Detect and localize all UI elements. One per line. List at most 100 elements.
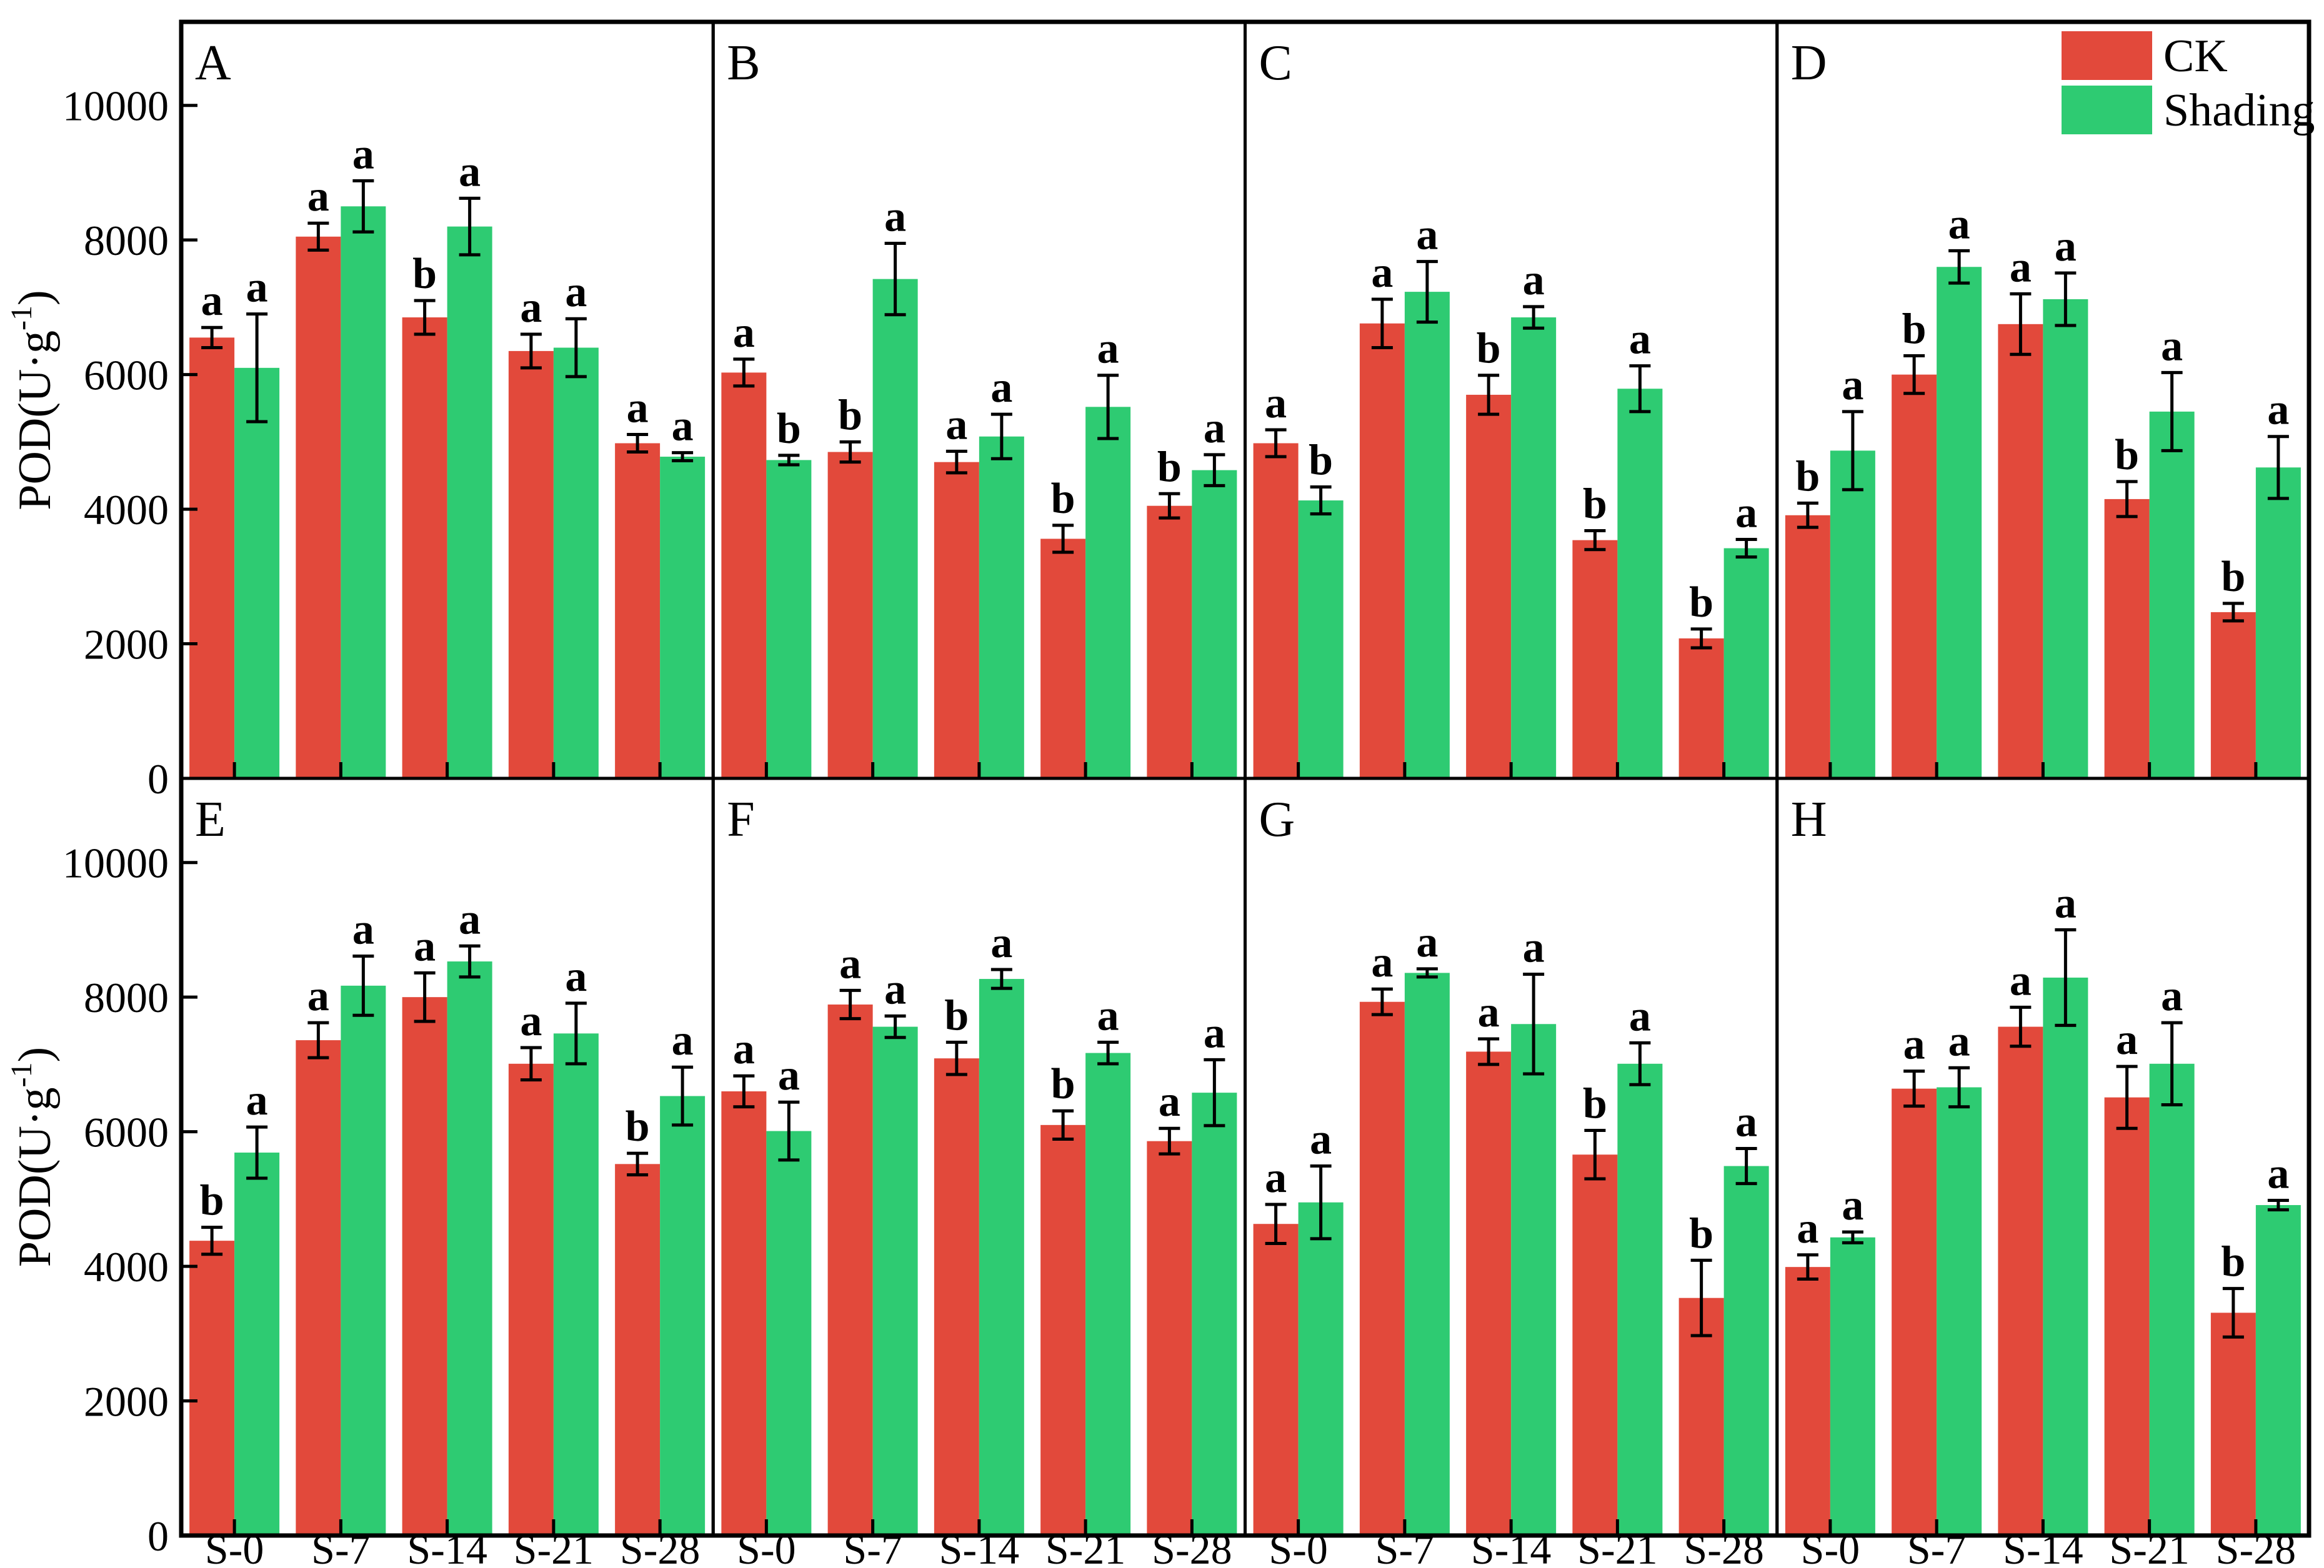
- bar-Shading-S-7: [341, 206, 386, 778]
- sig-letter-CK-S-7: a: [307, 172, 329, 221]
- sig-letter-CK-S-7: b: [1902, 305, 1927, 353]
- bar-Shading-S-14: [1511, 317, 1557, 778]
- x-tick-label-S-7: S-7: [1375, 1526, 1434, 1568]
- bar-CK-S-14: [1998, 1026, 2043, 1536]
- bar-Shading-S-7: [1404, 973, 1450, 1536]
- error-bar-Shading-S-0: [1842, 410, 1863, 492]
- sig-letter-Shading-S-28: a: [672, 1016, 694, 1064]
- sig-letter-CK-S-21: b: [1583, 1079, 1607, 1128]
- sig-letter-CK-S-28: b: [1689, 1209, 1713, 1258]
- sig-letter-Shading-S-21: a: [1097, 991, 1119, 1040]
- bar-CK-S-21: [1040, 1124, 1086, 1536]
- sig-letter-Shading-S-21: a: [2161, 972, 2183, 1020]
- error-bar-CK-S-7: [1371, 297, 1393, 350]
- y-tick-label-0-row1: 0: [147, 755, 169, 803]
- sig-letter-CK-S-14: a: [2010, 243, 2032, 291]
- sig-letter-Shading-S-7: a: [1416, 211, 1438, 259]
- y-tick-label-4000-row1: 4000: [84, 486, 169, 533]
- error-bar-Shading-S-21: [1097, 1040, 1119, 1066]
- sig-letter-Shading-S-14: a: [2055, 222, 2077, 270]
- sig-letter-CK-S-28: a: [1159, 1078, 1180, 1126]
- error-bar-CK-S-21: [1584, 529, 1606, 552]
- sig-letter-CK-S-14: a: [945, 400, 967, 449]
- bar-Shading-S-14: [979, 979, 1024, 1536]
- sig-letter-CK-S-14: a: [1478, 988, 1500, 1036]
- panel-letter-D: D: [1791, 36, 1827, 91]
- sig-letter-CK-S-28: b: [2221, 1238, 2245, 1286]
- error-bar-CK-S-0: [733, 1074, 755, 1109]
- error-bar-Shading-S-21: [565, 1001, 587, 1066]
- error-bar-Shading-S-0: [1310, 1164, 1332, 1241]
- error-bar-CK-S-28: [1690, 1258, 1712, 1337]
- x-tick-label-S-21: S-21: [514, 1526, 594, 1568]
- sig-letter-CK-S-0: b: [1795, 452, 1820, 500]
- bar-Shading-S-7: [872, 1026, 918, 1536]
- error-bar-Shading-S-7: [1948, 249, 1970, 285]
- error-bar-Shading-S-28: [1204, 1058, 1225, 1128]
- y-tick-label-4000-row2: 4000: [84, 1243, 169, 1291]
- error-bar-Shading-S-0: [778, 1100, 800, 1162]
- sig-letter-Shading-S-28: a: [1204, 404, 1225, 452]
- sig-letter-CK-S-21: b: [2115, 431, 2139, 479]
- bar-CK-S-0: [1785, 515, 1830, 778]
- bar-Shading-S-14: [447, 226, 492, 778]
- error-bar-CK-S-21: [520, 1046, 542, 1082]
- bar-Shading-S-7: [872, 279, 918, 778]
- y-tick-label-2000-row1: 2000: [84, 621, 169, 668]
- sig-letter-Shading-S-14: a: [1523, 924, 1545, 972]
- y-tick-label-6000-row2: 6000: [84, 1109, 169, 1156]
- bar-Shading-S-28: [660, 457, 706, 778]
- sig-letter-CK-S-21: a: [520, 284, 542, 332]
- error-bar-Shading-S-28: [2267, 435, 2289, 500]
- error-bar-Shading-S-7: [1416, 260, 1438, 324]
- error-bar-CK-S-0: [733, 357, 755, 388]
- bar-CK-S-28: [1678, 1298, 1724, 1536]
- error-bar-Shading-S-0: [246, 1125, 268, 1180]
- bar-CK-S-14: [1466, 1051, 1512, 1536]
- sig-letter-Shading-S-28: a: [672, 402, 694, 450]
- error-bar-Shading-S-14: [990, 412, 1012, 460]
- bar-CK-S-21: [508, 350, 554, 778]
- error-bar-CK-S-14: [1478, 1037, 1500, 1066]
- sig-letter-Shading-S-28: a: [2267, 1150, 2289, 1198]
- error-bar-Shading-S-14: [1523, 973, 1545, 1076]
- error-bar-Shading-S-21: [565, 317, 587, 379]
- bar-CK-S-7: [296, 1040, 341, 1536]
- bar-CK-S-0: [189, 1241, 235, 1536]
- error-bar-Shading-S-21: [2161, 1021, 2183, 1107]
- error-bar-Shading-S-14: [1523, 305, 1545, 330]
- error-bar-Shading-S-14: [2055, 271, 2077, 327]
- error-bar-Shading-S-7: [352, 179, 374, 234]
- sig-letter-CK-S-28: b: [626, 1103, 650, 1151]
- x-tick-label-S-28: S-28: [2216, 1526, 2296, 1568]
- bar-CK-S-0: [1785, 1267, 1830, 1536]
- sig-letter-CK-S-14: b: [1477, 325, 1501, 373]
- error-bar-CK-S-7: [307, 1021, 329, 1059]
- y-axis-label-row1: POD(U·g-1): [5, 290, 61, 510]
- sig-letter-CK-S-0: a: [1797, 1204, 1818, 1253]
- sig-letter-Shading-S-14: a: [459, 895, 481, 943]
- error-bar-CK-S-0: [201, 325, 223, 350]
- sig-letter-CK-S-14: b: [412, 250, 437, 298]
- bar-Shading-S-28: [2255, 1205, 2301, 1536]
- bar-CK-S-28: [2210, 612, 2256, 778]
- sig-letter-Shading-S-7: a: [1948, 1017, 1970, 1065]
- sig-letter-CK-S-21: b: [1051, 1060, 1075, 1108]
- bar-CK-S-14: [934, 462, 979, 778]
- x-tick-label-S-0: S-0: [1801, 1526, 1860, 1568]
- bar-CK-S-28: [615, 443, 661, 778]
- bar-CK-S-21: [508, 1063, 554, 1536]
- error-bar-CK-S-7: [1903, 354, 1925, 395]
- error-bar-CK-S-28: [1159, 1126, 1180, 1156]
- panel-letter-A: A: [195, 36, 231, 91]
- bar-Shading-S-21: [2149, 411, 2195, 778]
- sig-letter-Shading-S-28: a: [2267, 386, 2289, 434]
- bar-CK-S-7: [827, 1005, 873, 1536]
- x-tick-label-S-14: S-14: [1471, 1526, 1551, 1568]
- bar-CK-S-21: [2104, 1097, 2150, 1536]
- panel-letter-H: H: [1791, 792, 1827, 847]
